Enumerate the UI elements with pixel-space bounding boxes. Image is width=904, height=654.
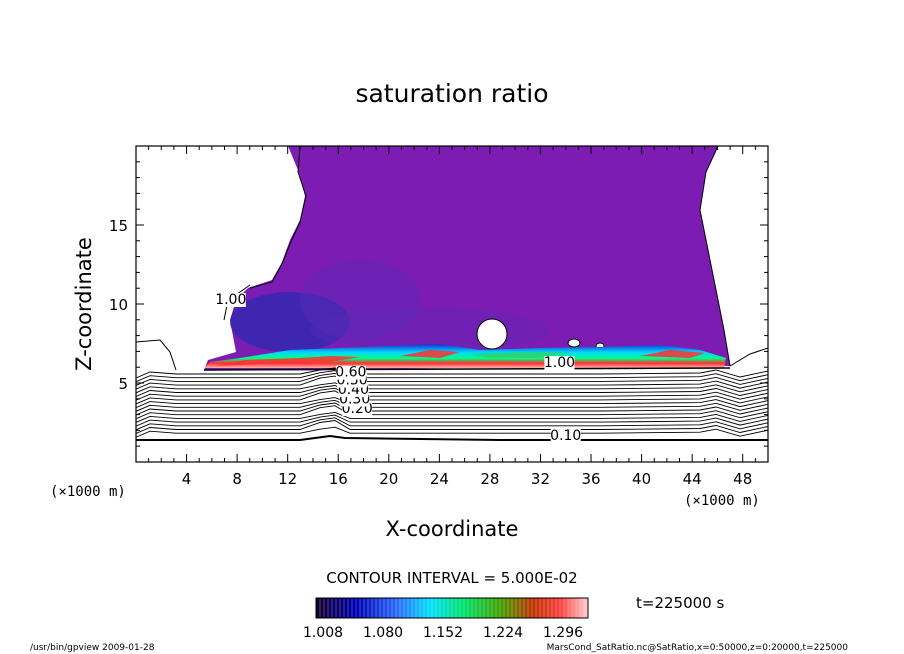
chart-title: saturation ratio <box>355 79 548 108</box>
contour-line <box>136 370 768 383</box>
x-tick-label: 12 <box>278 470 297 488</box>
contour-line <box>249 146 307 289</box>
y-tick-label: 15 <box>109 217 128 235</box>
contour-label-bg <box>335 365 366 380</box>
contour-line <box>136 414 768 427</box>
contour-line <box>136 385 768 397</box>
colorbar-stripes <box>319 599 585 617</box>
y-axis-label: Z-coordinate <box>72 237 96 371</box>
colorbar <box>315 597 589 619</box>
x-tick-label: 40 <box>632 470 651 488</box>
contour-line <box>203 367 731 371</box>
y-tick-label: 10 <box>109 296 128 314</box>
y-axis: 5 10 15 <box>109 145 768 463</box>
small-bubble <box>567 338 581 348</box>
x-unit-left: (×1000 m) <box>50 484 126 500</box>
colorbar-tick-label: 1.296 <box>543 625 583 641</box>
x-axis: 4 8 12 16 20 24 28 32 36 40 44 48 <box>135 146 769 488</box>
contour-line <box>136 372 768 386</box>
colorbar-ticks: 1.008 1.080 1.152 1.224 1.296 <box>303 625 583 641</box>
x-tick-label: 32 <box>531 470 550 488</box>
x-tick-label: 28 <box>480 470 499 488</box>
x-tick-label: 36 <box>581 470 600 488</box>
colorbar-tick-label: 1.152 <box>423 625 463 641</box>
unsaturated-bubble <box>476 318 508 350</box>
x-tick-label: 20 <box>379 470 398 488</box>
contour-line <box>136 402 768 416</box>
x-axis-label: X-coordinate <box>386 517 519 541</box>
x-tick-label: 4 <box>182 470 192 488</box>
cloud-band-core <box>215 356 360 366</box>
contour-stack <box>136 367 768 438</box>
indigo-zone <box>300 260 420 340</box>
footer-left: /usr/bin/gpview 2009-01-28 <box>30 643 155 653</box>
contour-labels: 0.100.200.300.400.500.601.001.00 <box>215 292 581 444</box>
x-tick-label: 16 <box>329 470 348 488</box>
contour-label: 1.00 <box>544 355 575 371</box>
contour-line <box>136 420 768 434</box>
contour-label: 1.00 <box>215 292 246 308</box>
dark-blue-zone <box>230 292 350 352</box>
time-label: t=225000 s <box>636 594 724 612</box>
contour-label-bg <box>215 293 246 307</box>
contour-line <box>136 399 768 412</box>
contour-label-bg <box>550 428 581 443</box>
contour-line <box>136 387 768 401</box>
cloud-band-core <box>640 350 705 358</box>
colorbar-tick-label: 1.224 <box>483 625 523 641</box>
x-tick-label: 44 <box>683 470 702 488</box>
colorbar-tick-label: 1.008 <box>303 625 343 641</box>
x-tick-label: 24 <box>430 470 449 488</box>
cloud-band-core <box>400 350 460 358</box>
x-unit-right: (×1000 m) <box>684 493 760 509</box>
plot-area <box>136 146 768 441</box>
contour-label-bg <box>544 356 575 371</box>
contour-label: 0.10 <box>550 428 581 444</box>
colorbar-tick-label: 1.080 <box>363 625 403 641</box>
contour-line <box>699 146 731 367</box>
contour-line <box>136 339 177 371</box>
contour-line <box>136 434 768 441</box>
footer-right: MarsCond_SatRatio.nc@SatRatio,x=0:50000,… <box>547 643 849 653</box>
y-tick-label: 5 <box>118 375 128 393</box>
contour-line <box>136 426 768 438</box>
contour-line <box>136 417 768 431</box>
x-tick-label: 8 <box>232 470 242 488</box>
contour-line <box>729 347 768 367</box>
contour-interval: CONTOUR INTERVAL = 5.000E-02 <box>326 569 577 587</box>
cloud-band <box>204 344 726 368</box>
x-tick-label: 48 <box>733 470 752 488</box>
contour-label: 0.60 <box>335 365 366 381</box>
